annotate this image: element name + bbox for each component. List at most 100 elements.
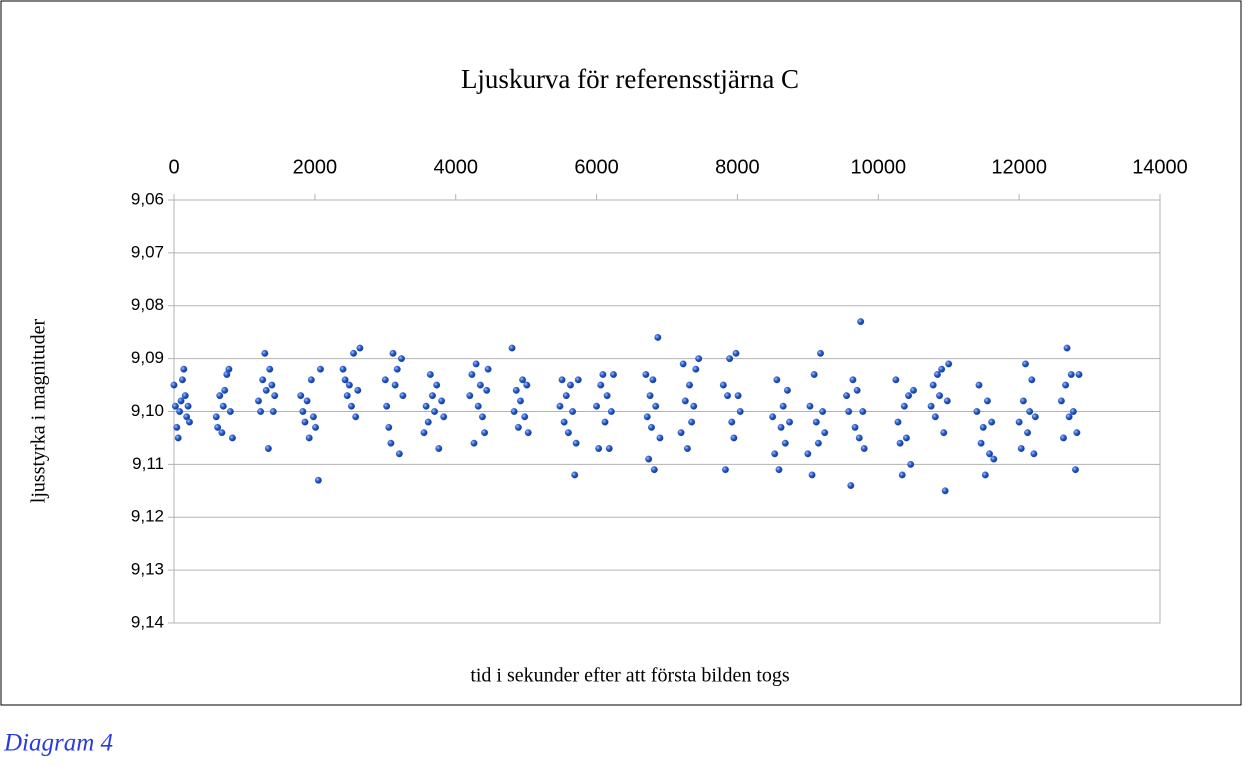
data-point <box>512 386 520 394</box>
data-point <box>1075 371 1083 378</box>
data-point <box>894 418 902 426</box>
data-point <box>941 487 949 495</box>
data-point <box>1073 429 1081 437</box>
data-point <box>350 349 358 357</box>
data-point <box>479 413 486 421</box>
x-tick-label: 2000 <box>293 156 338 178</box>
data-point <box>218 429 226 437</box>
data-point <box>775 466 783 474</box>
data-point <box>560 418 568 426</box>
data-point <box>381 376 389 384</box>
data-point <box>1031 413 1039 421</box>
data-point <box>936 392 944 400</box>
data-point <box>229 434 236 442</box>
x-tick-label: 4000 <box>433 156 478 178</box>
data-point <box>597 381 605 389</box>
data-point <box>927 402 935 410</box>
data-point <box>849 376 857 384</box>
data-point <box>395 450 403 458</box>
data-point <box>599 371 607 378</box>
data-point <box>981 471 989 479</box>
data-point <box>907 460 915 468</box>
data-point <box>221 386 229 394</box>
data-point <box>603 392 611 400</box>
data-point <box>1065 413 1073 421</box>
data-point <box>595 445 603 452</box>
data-point <box>303 397 311 405</box>
data-point <box>179 376 186 384</box>
data-point <box>562 392 570 400</box>
data-point <box>339 365 347 373</box>
data-point <box>170 381 178 389</box>
data-point <box>819 408 827 415</box>
data-point <box>176 408 184 415</box>
data-point <box>695 355 703 363</box>
data-point <box>857 318 865 326</box>
data-point <box>398 355 405 363</box>
data-point <box>317 365 324 373</box>
x-axis-label: tid i sekunder efter att första bilden t… <box>470 665 790 687</box>
data-point <box>1067 371 1075 378</box>
data-point <box>1019 397 1027 405</box>
data-point <box>781 439 789 447</box>
data-point <box>219 402 227 410</box>
data-point <box>1024 429 1032 437</box>
data-point <box>933 371 941 378</box>
data-point <box>177 397 185 405</box>
data-point <box>564 429 572 437</box>
data-point <box>643 413 651 421</box>
data-point <box>814 439 822 447</box>
data-point <box>173 423 181 431</box>
data-point <box>264 445 272 452</box>
data-point <box>476 381 484 389</box>
y-tick-label: 9,10 <box>131 401 164 420</box>
data-point <box>261 349 269 357</box>
data-point <box>481 429 489 437</box>
data-point <box>424 418 432 426</box>
data-point <box>519 376 527 384</box>
chart-frame <box>0 0 1242 706</box>
data-point <box>817 349 824 357</box>
data-point <box>1072 466 1079 474</box>
data-point <box>171 402 179 410</box>
data-point <box>843 392 851 400</box>
data-point <box>690 402 698 410</box>
data-point <box>1062 381 1070 389</box>
data-point <box>973 408 981 415</box>
data-point <box>977 439 985 447</box>
data-point <box>734 392 742 400</box>
data-point <box>804 450 812 458</box>
data-point <box>356 344 364 352</box>
data-point <box>732 349 740 357</box>
data-point <box>184 402 192 410</box>
chart-title: Ljuskurva för referensstjärna C <box>461 64 799 94</box>
y-axis-label: ljusstyrka i magnituder <box>28 318 50 503</box>
data-point <box>722 466 729 474</box>
data-point <box>558 376 566 384</box>
caption: Diagram 4 <box>3 730 113 757</box>
data-point <box>174 434 182 442</box>
data-point <box>468 371 476 378</box>
data-point <box>567 381 574 389</box>
data-point <box>301 418 309 426</box>
data-point <box>771 450 779 458</box>
data-point <box>1057 397 1065 405</box>
data-point <box>474 402 482 410</box>
data-point <box>806 402 814 410</box>
data-point <box>851 423 859 431</box>
data-point <box>297 392 305 400</box>
data-point <box>470 439 478 447</box>
data-point <box>821 429 829 437</box>
data-point <box>466 392 474 400</box>
data-point <box>354 386 362 394</box>
data-point <box>226 408 234 415</box>
data-point <box>736 408 744 415</box>
data-point <box>524 429 532 437</box>
data-point <box>1015 418 1023 426</box>
data-point <box>345 381 353 389</box>
data-point <box>262 386 270 394</box>
x-tick-label: 0 <box>168 156 179 178</box>
data-point <box>341 376 349 384</box>
